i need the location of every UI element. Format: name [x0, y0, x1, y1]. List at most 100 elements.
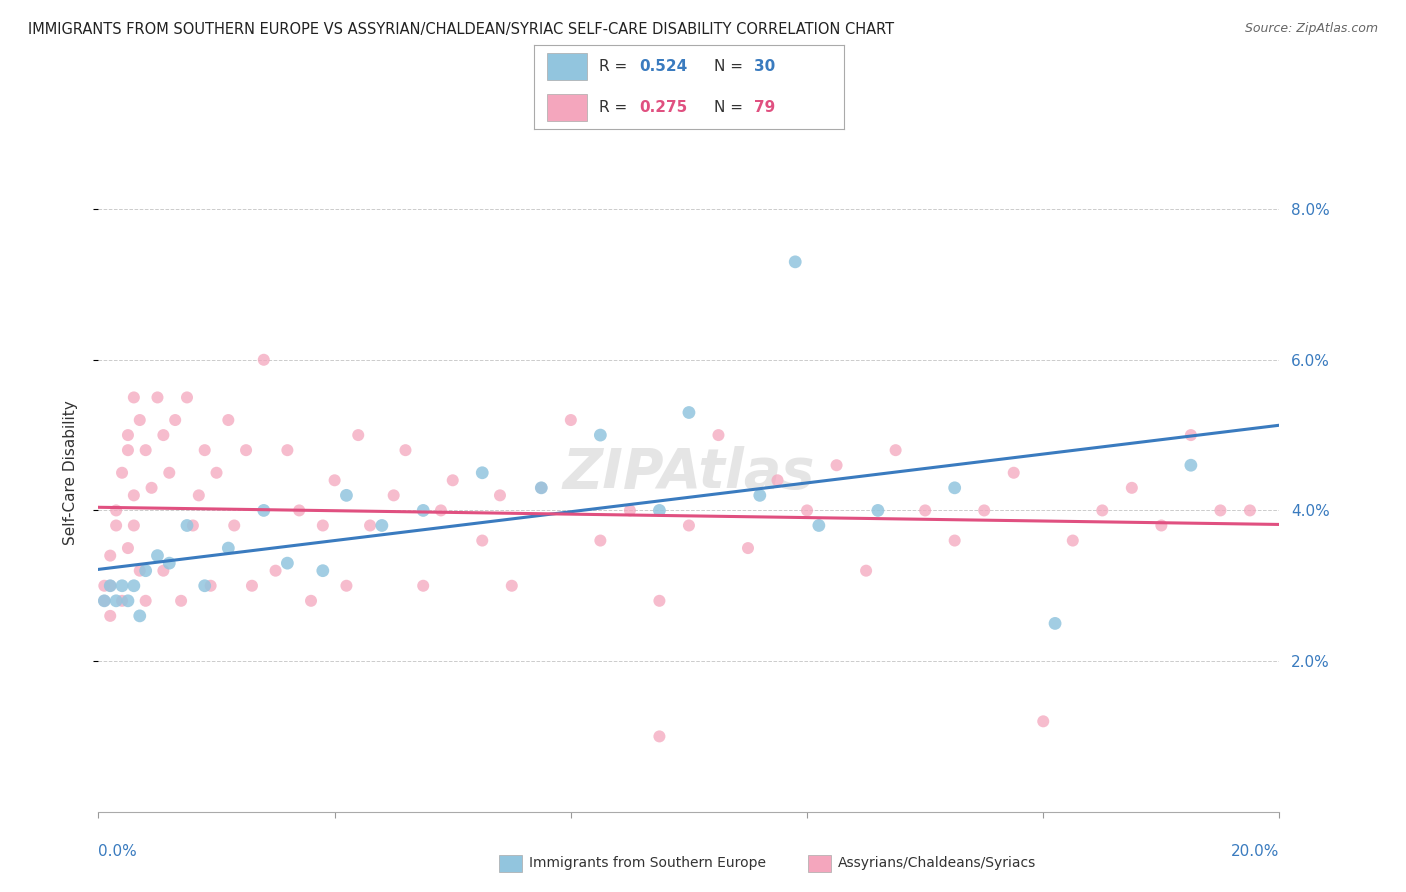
Point: [1150, 518, 1173, 533]
Point: [157, 466, 180, 480]
Point: [1043, 616, 1066, 631]
Text: 30: 30: [754, 59, 775, 74]
Point: [678, 405, 700, 419]
Point: [128, 413, 150, 427]
Point: [122, 579, 145, 593]
Point: [501, 579, 523, 593]
Point: [1180, 458, 1202, 473]
Point: [1062, 533, 1084, 548]
Text: R =: R =: [599, 100, 633, 115]
Point: [1091, 503, 1114, 517]
Point: [176, 391, 198, 405]
Point: [371, 518, 394, 533]
Point: [973, 503, 995, 517]
Text: R =: R =: [599, 59, 633, 74]
Point: [276, 443, 298, 458]
Point: [807, 518, 830, 533]
Point: [1002, 466, 1025, 480]
Point: [253, 503, 276, 517]
Point: [1239, 503, 1261, 517]
Point: [430, 503, 453, 517]
Point: [146, 549, 169, 563]
Point: [146, 391, 169, 405]
Point: [648, 594, 671, 608]
Point: [737, 541, 759, 555]
Point: [128, 608, 150, 623]
Text: Assyrians/Chaldeans/Syriacs: Assyrians/Chaldeans/Syriacs: [838, 856, 1036, 871]
Point: [825, 458, 848, 473]
Point: [530, 481, 553, 495]
Point: [943, 533, 966, 548]
Point: [855, 564, 877, 578]
Point: [914, 503, 936, 517]
Point: [943, 481, 966, 495]
Point: [382, 488, 405, 502]
Point: [98, 579, 121, 593]
Point: [240, 579, 263, 593]
Point: [135, 443, 157, 458]
Point: [98, 579, 121, 593]
Point: [1209, 503, 1232, 517]
Point: [589, 428, 612, 442]
Point: [117, 594, 139, 608]
Point: [441, 473, 464, 487]
Text: 0.275: 0.275: [640, 100, 688, 115]
Point: [98, 549, 121, 563]
Point: [678, 518, 700, 533]
Point: [619, 503, 641, 517]
Point: [117, 443, 139, 458]
Point: [347, 428, 370, 442]
Text: 0.524: 0.524: [640, 59, 688, 74]
Point: [253, 352, 276, 367]
Point: [152, 428, 174, 442]
Point: [589, 533, 612, 548]
Point: [217, 541, 239, 555]
Point: [111, 579, 134, 593]
Point: [111, 466, 134, 480]
Point: [105, 518, 128, 533]
Point: [122, 488, 145, 502]
Point: [394, 443, 416, 458]
Point: [170, 594, 193, 608]
Point: [335, 579, 357, 593]
Text: ZIPAtlas: ZIPAtlas: [562, 446, 815, 500]
Point: [135, 594, 157, 608]
Point: [135, 564, 157, 578]
Point: [288, 503, 311, 517]
Point: [205, 466, 228, 480]
Point: [264, 564, 287, 578]
Point: [117, 541, 139, 555]
Point: [105, 503, 128, 517]
Point: [796, 503, 818, 517]
Point: [165, 413, 187, 427]
Text: N =: N =: [714, 59, 748, 74]
Point: [117, 428, 139, 442]
Point: [299, 594, 322, 608]
Point: [93, 594, 115, 608]
Point: [748, 488, 770, 502]
Point: [866, 503, 889, 517]
Point: [785, 255, 807, 269]
Point: [200, 579, 222, 593]
Point: [707, 428, 730, 442]
Point: [93, 579, 115, 593]
Point: [335, 488, 357, 502]
Bar: [547, 54, 586, 80]
Point: [412, 579, 434, 593]
Point: [312, 518, 335, 533]
Bar: [547, 94, 586, 120]
Point: [1180, 428, 1202, 442]
Point: [141, 481, 163, 495]
Point: [105, 594, 128, 608]
Point: [530, 481, 553, 495]
Text: N =: N =: [714, 100, 748, 115]
Point: [224, 518, 246, 533]
Point: [471, 466, 494, 480]
Point: [93, 594, 115, 608]
Point: [648, 503, 671, 517]
Point: [884, 443, 907, 458]
Point: [235, 443, 257, 458]
Text: 0.0%: 0.0%: [98, 845, 138, 859]
Point: [98, 608, 121, 623]
Point: [111, 594, 134, 608]
